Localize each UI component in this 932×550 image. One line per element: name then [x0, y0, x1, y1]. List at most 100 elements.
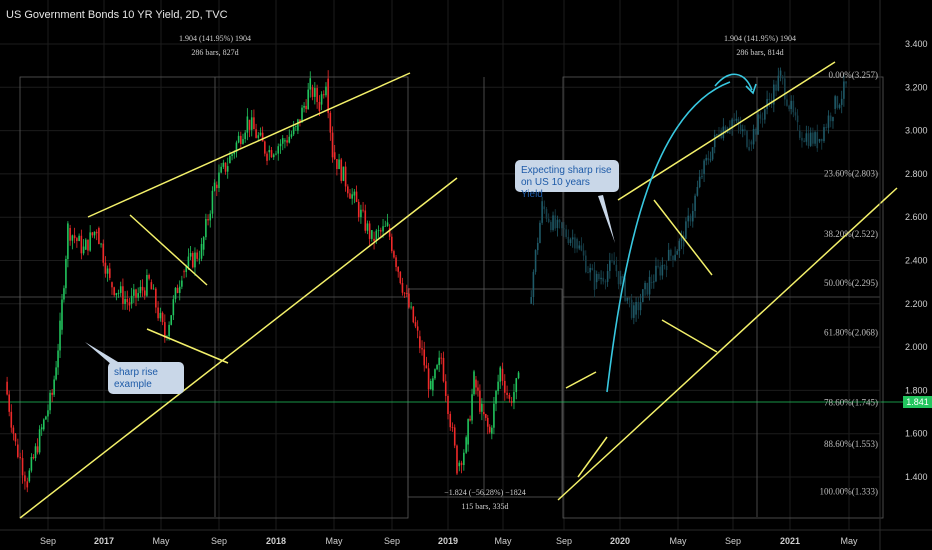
candle [347, 184, 349, 198]
projected-candle [674, 246, 676, 262]
candle [168, 321, 170, 341]
candle [194, 247, 196, 276]
projected-candle [646, 282, 649, 296]
projected-candle [691, 203, 694, 228]
candle [150, 279, 153, 290]
candle [235, 140, 238, 158]
candle [67, 221, 69, 268]
candle [34, 443, 37, 462]
candle [87, 239, 89, 256]
candle [333, 144, 336, 160]
candle [493, 396, 495, 435]
projected-candle [554, 209, 557, 231]
candle [486, 414, 489, 435]
callout-expecting-sharp-rise[interactable]: Expecting sharp rise on US 10 years Yiel… [515, 160, 619, 200]
candle [161, 311, 164, 326]
candle [322, 90, 325, 99]
candle [89, 225, 91, 252]
y-tick-label: 3.200 [905, 82, 928, 92]
projected-candle [628, 297, 631, 308]
candle [320, 91, 323, 111]
projected-candle [820, 138, 823, 150]
projected-candle [582, 243, 585, 261]
projected-candle [550, 220, 552, 233]
measure-box-right [562, 76, 884, 519]
projected-candle [735, 110, 738, 123]
callout-sharp-rise-example[interactable]: sharp rise example [108, 362, 184, 394]
projection-series [530, 67, 847, 325]
candle [344, 161, 347, 192]
trendline-projected-flag [653, 199, 713, 276]
candle [483, 404, 485, 416]
candle [342, 166, 345, 182]
projected-candle [595, 270, 598, 289]
candle [21, 449, 24, 484]
candle [76, 237, 78, 248]
candle [47, 404, 49, 423]
projected-candle [694, 193, 696, 218]
projected-candle [722, 118, 725, 141]
projected-candle [560, 221, 563, 236]
candle [198, 250, 201, 265]
projected-candle [698, 169, 701, 189]
trendline-projected-upper [617, 61, 836, 201]
projected-candle [752, 124, 755, 149]
candle [391, 233, 393, 254]
candle [484, 413, 487, 421]
last-price-tag: 1.841 [903, 396, 932, 408]
y-tick-label: 2.200 [905, 299, 928, 309]
projected-candle [685, 217, 687, 240]
candle [202, 236, 205, 256]
projection-arrow [606, 81, 731, 393]
candle [515, 377, 518, 400]
candle [51, 388, 53, 403]
candle [444, 374, 447, 402]
measure-box-bottom [407, 288, 563, 498]
candle [130, 287, 133, 309]
candle [275, 150, 277, 156]
x-tick-label: 2017 [94, 536, 114, 546]
projected-candle [801, 131, 803, 148]
x-tick-label: May [840, 536, 858, 546]
projected-candle [591, 264, 594, 271]
projected-candle [574, 233, 576, 254]
x-tick-label: Sep [556, 536, 572, 546]
projected-candle [680, 230, 683, 250]
candle [209, 210, 212, 228]
candle [434, 368, 436, 381]
candle [268, 145, 271, 161]
x-tick-label: May [152, 536, 170, 546]
candle [231, 152, 233, 161]
candle [279, 139, 282, 154]
candle [497, 374, 499, 395]
trendline-small-bottom [577, 436, 608, 478]
candle [266, 151, 268, 166]
x-tick-label: 2018 [266, 536, 286, 546]
candle [174, 286, 177, 303]
projected-candle [807, 126, 810, 149]
candle [104, 256, 107, 278]
y-tick-label: 3.000 [905, 126, 928, 136]
candle [508, 392, 511, 403]
candle [338, 153, 340, 170]
candle [368, 220, 371, 247]
candle [57, 343, 59, 375]
candle [240, 131, 242, 148]
candle [366, 220, 369, 235]
candle [69, 224, 71, 246]
x-tick-label: Sep [384, 536, 400, 546]
candle [499, 365, 502, 389]
candle [224, 162, 227, 175]
projected-candle [532, 269, 535, 306]
candle [255, 123, 257, 139]
candle [157, 301, 159, 321]
candle [176, 284, 179, 294]
candle [6, 376, 8, 396]
candle [244, 129, 246, 143]
projected-candle [703, 158, 705, 182]
candle [111, 281, 113, 295]
candle [100, 242, 102, 248]
candle [477, 380, 479, 397]
candle [10, 404, 13, 433]
